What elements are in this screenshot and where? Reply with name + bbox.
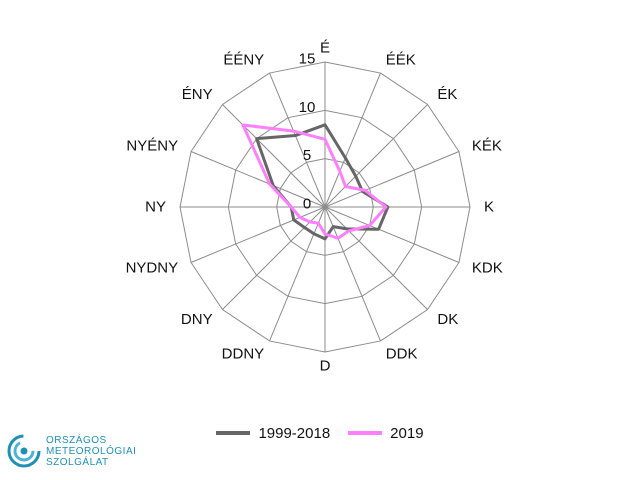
radar-labels: É ÉÉK ÉK KÉK K KDK DK DDK D DDNY DNY NYDNY NY NYÉNY ÉN… [126, 40, 503, 375]
legend-label-series-1: 1999-2018 [258, 424, 331, 442]
radar-series [241, 123, 390, 241]
direction-label-4: K [484, 199, 494, 216]
tick-label-10: 10 [299, 99, 316, 116]
radar-grid [179, 61, 471, 353]
grid-spoke-9 [269, 206, 326, 342]
grid-spoke-2 [324, 104, 428, 208]
grid-spoke-10 [222, 206, 326, 310]
legend: 1999-2018 2019 [0, 418, 640, 448]
logo-line-3: SZOLGÁLAT [46, 456, 109, 468]
omsz-logo: ORSZÁGOS METEOROLÓGIAI SZOLGÁLAT [6, 428, 166, 474]
direction-label-14: ÉNY [182, 86, 213, 103]
direction-label-0: É [320, 40, 330, 57]
direction-label-6: DK [437, 311, 458, 328]
legend-swatch-series-2 [348, 431, 383, 435]
direction-label-13: NYÉNY [126, 138, 178, 155]
legend-label-series-2: 2019 [390, 424, 424, 442]
grid-spoke-1 [324, 72, 381, 208]
direction-label-7: DDK [386, 345, 418, 362]
series-line-1 [255, 123, 390, 241]
grid-spoke-15 [269, 72, 326, 208]
series-line-2 [241, 123, 388, 240]
direction-label-9: DDNY [222, 345, 265, 362]
direction-label-5: KDK [472, 259, 503, 276]
tick-label-5: 5 [303, 147, 311, 164]
grid-spoke-14 [222, 104, 326, 208]
legend-swatch-series-1 [216, 431, 251, 435]
direction-label-12: NY [145, 199, 166, 216]
legend-item-series-1: 1999-2018 [216, 425, 330, 442]
logo-line-1: ORSZÁGOS [46, 434, 107, 446]
direction-label-15: ÉÉNY [223, 52, 264, 69]
tick-label-0: 0 [303, 196, 311, 213]
grid-spoke-6 [324, 206, 428, 310]
grid-spoke-5 [324, 206, 460, 263]
omsz-logo-text: ORSZÁGOS METEOROLÓGIAI SZOLGÁLAT [46, 435, 136, 468]
direction-label-1: ÉÉK [386, 52, 416, 69]
direction-label-11: NYDNY [126, 259, 179, 276]
direction-label-8: D [320, 358, 331, 375]
grid-spoke-13 [190, 151, 326, 208]
grid-spoke-11 [190, 206, 326, 263]
grid-spoke-7 [324, 206, 381, 342]
omsz-swirl-icon [7, 434, 41, 468]
logo-line-2: METEOROLÓGIAI [46, 445, 137, 457]
legend-item-series-2: 2019 [348, 424, 424, 442]
tick-label-15: 15 [299, 51, 316, 68]
direction-label-3: KÉK [472, 138, 502, 155]
grid-spoke-3 [324, 151, 460, 208]
direction-label-10: DNY [181, 311, 213, 328]
direction-label-2: ÉK [437, 86, 457, 103]
